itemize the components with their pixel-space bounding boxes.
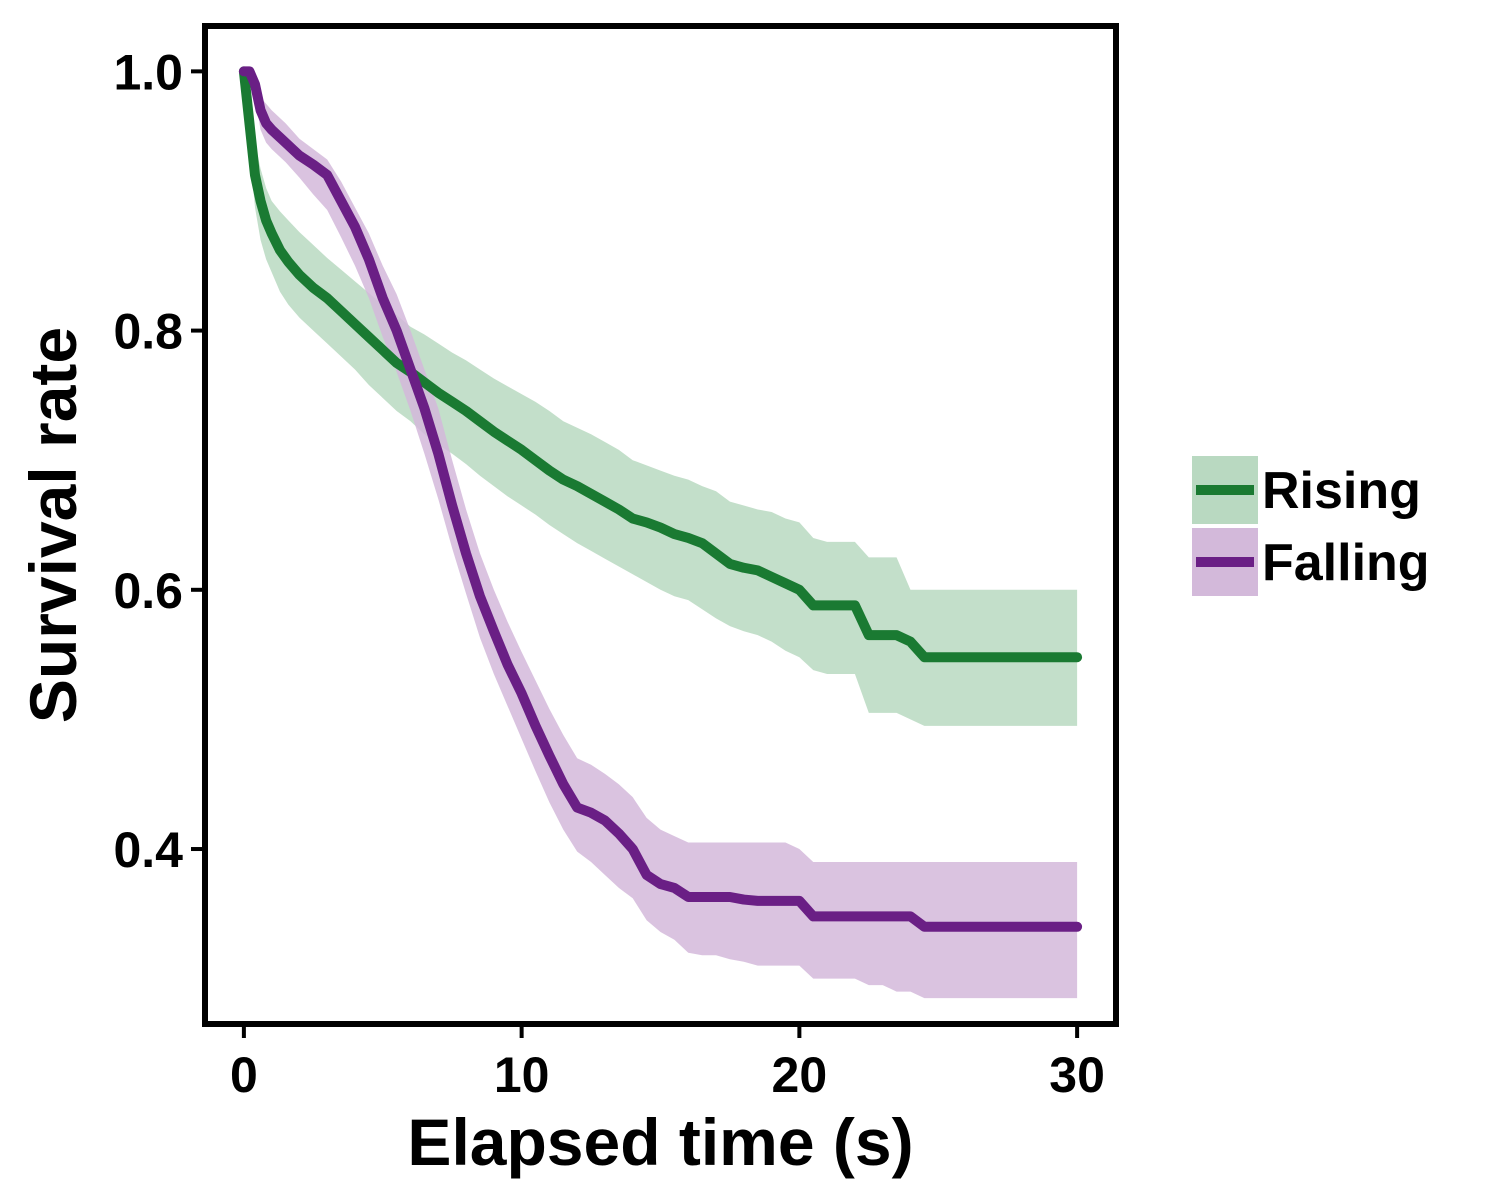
x-tick-label: 0	[230, 1047, 258, 1103]
confidence-bands	[243, 71, 1078, 999]
legend-label-falling: Falling	[1262, 534, 1430, 592]
x-axis-title: Elapsed time (s)	[407, 1105, 913, 1179]
legend-label-rising: Rising	[1262, 462, 1421, 520]
x-tick-label: 10	[494, 1047, 550, 1103]
falling-survival-line	[238, 66, 1083, 932]
x-axis: 0 10 20 30	[230, 1024, 1105, 1103]
rising-confidence-band	[243, 71, 1078, 726]
legend: Rising Falling	[1192, 456, 1430, 596]
y-axis: 0.4 0.6 0.8 1.0	[113, 44, 205, 878]
x-tick-label: 30	[1049, 1047, 1105, 1103]
plot-frame	[202, 23, 1119, 1027]
series-lines	[238, 66, 1083, 932]
x-tick-label: 20	[772, 1047, 828, 1103]
y-tick-label: 0.4	[113, 822, 183, 878]
falling-confidence-band	[243, 71, 1078, 999]
rising-survival-line	[238, 66, 1083, 663]
y-tick-label: 0.6	[113, 563, 183, 619]
y-tick-label: 0.8	[113, 304, 183, 360]
y-axis-title: Survival rate	[16, 327, 90, 723]
y-tick-label: 1.0	[113, 44, 183, 100]
